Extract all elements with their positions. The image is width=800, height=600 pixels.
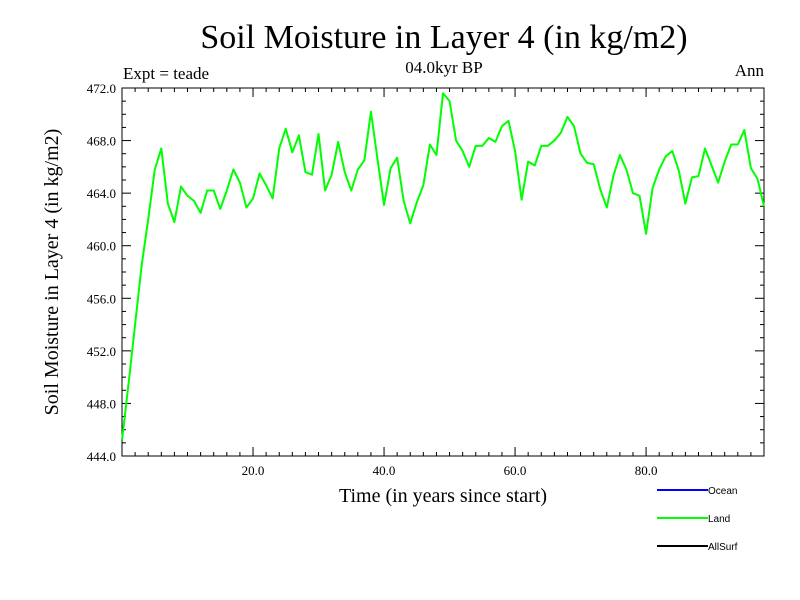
plot-frame (121, 87, 765, 457)
x-axis-label: Time (in years since start) (339, 485, 547, 507)
series-line-land (121, 92, 765, 441)
experiment-label: Expt = teade (123, 64, 209, 83)
y-axis-label: Soil Moisture in Layer 4 (in kg/m2) (41, 129, 63, 416)
x-tick-label: 20.0 (242, 463, 265, 478)
legend: Ocean Land AllSurf (657, 486, 738, 553)
y-tick-label: 460.0 (87, 239, 116, 254)
legend-label-land: Land (708, 514, 730, 525)
series-layer (121, 92, 765, 441)
chart-subtitle: 04.0kyr BP (405, 58, 482, 77)
x-tick-label: 60.0 (504, 463, 527, 478)
y-tick-label: 444.0 (87, 449, 116, 464)
chart-title: Soil Moisture in Layer 4 (in kg/m2) (200, 19, 687, 56)
y-tick-label: 468.0 (87, 134, 116, 149)
axis-ticks (122, 88, 764, 456)
legend-label-allsurf: AllSurf (708, 542, 738, 553)
axis-tick-labels: 20.0 40.0 60.0 80.0 444.0 448.0 452.0 456.0 460.… (87, 81, 658, 478)
y-tick-label: 452.0 (87, 344, 116, 359)
y-tick-label: 448.0 (87, 396, 116, 411)
x-tick-label: 80.0 (635, 463, 658, 478)
x-tick-label: 40.0 (373, 463, 396, 478)
legend-label-ocean: Ocean (708, 486, 737, 497)
season-label: Ann (735, 61, 765, 80)
y-tick-label: 464.0 (87, 186, 116, 201)
y-tick-label: 456.0 (87, 291, 116, 306)
y-tick-label: 472.0 (87, 81, 116, 96)
